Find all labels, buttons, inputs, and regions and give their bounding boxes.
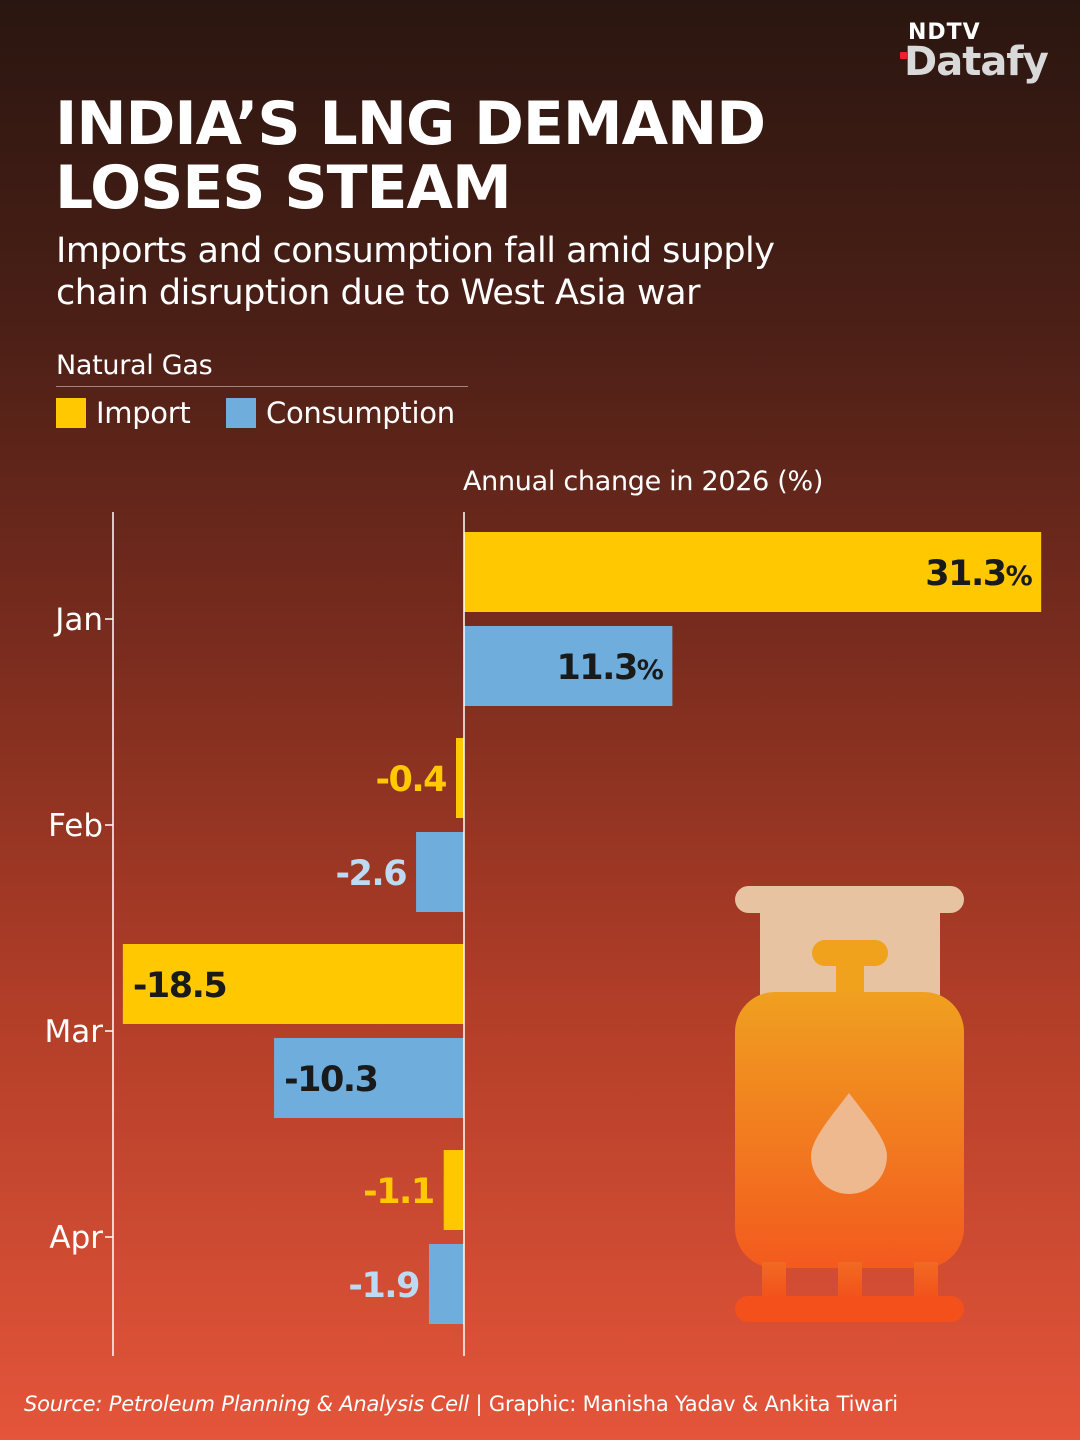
gas-cylinder-icon (735, 886, 964, 1322)
legend-item-consumption: Consumption (226, 396, 455, 430)
bar-import-apr (443, 1150, 464, 1230)
bar-import-jan (464, 532, 1042, 612)
value-label-consumption-jan: 11.3% (556, 648, 663, 688)
title-line-2: LOSES STEAM (55, 153, 512, 223)
legend-label-import: Import (96, 396, 191, 430)
value-label-import-feb: -0.4 (375, 760, 446, 800)
brand-datafy: Datafy (904, 39, 1049, 85)
bar-consumption-apr (428, 1244, 464, 1324)
bars-layer (122, 532, 1042, 1324)
labels-layer: 31.3% -0.4 -18.5 -1.1 11.3% -2.6 -10.3 -1.9 Jan F… (45, 554, 1035, 1306)
source-separator: | (469, 1392, 489, 1416)
legend-item-import: Import (56, 396, 191, 430)
value-label-import-apr: -1.1 (363, 1172, 434, 1212)
category-label-apr: Apr (49, 1220, 103, 1256)
value-label-consumption-feb: -2.6 (336, 854, 407, 894)
legend-swatch-consumption (226, 398, 256, 428)
category-label-feb: Feb (48, 808, 103, 844)
category-label-jan: Jan (53, 602, 103, 638)
source-text: Source: Petroleum Planning & Analysis Ce… (24, 1392, 470, 1416)
source-credit: Source: Petroleum Planning & Analysis Ce… (24, 1392, 1064, 1416)
value-label-import-mar: -18.5 (133, 966, 226, 1006)
bar-consumption-jan (464, 626, 673, 706)
bar-import-mar (122, 944, 465, 1024)
value-label-consumption-mar: -10.3 (284, 1060, 377, 1100)
graphic-credit: Graphic: Manisha Yadav & Ankita Tiwari (488, 1392, 898, 1416)
page-title: INDIA’S LNG DEMAND LOSES STEAM (55, 92, 955, 220)
bar-import-feb (456, 738, 464, 818)
brand-dot-icon (900, 52, 907, 59)
subtitle-line-2: chain disruption due to West Asia war (56, 273, 700, 313)
axis-title: Annual change in 2026 (%) (463, 466, 824, 497)
value-label-consumption-apr: -1.9 (348, 1266, 419, 1306)
axes-layer (105, 512, 465, 1356)
subtitle-line-1: Imports and consumption fall amid supply (56, 231, 775, 271)
bar-consumption-feb (416, 832, 464, 912)
legend-swatch-import (56, 398, 86, 428)
category-label-mar: Mar (45, 1014, 104, 1050)
legend-title: Natural Gas (56, 350, 213, 381)
legend-divider (56, 386, 468, 387)
page-subtitle: Imports and consumption fall amid supply… (56, 230, 956, 314)
bar-consumption-mar (274, 1038, 464, 1118)
brand-ndtv: NDTV (908, 20, 981, 45)
value-label-import-jan: 31.3% (925, 554, 1032, 594)
legend-label-consumption: Consumption (266, 396, 455, 430)
title-line-1: INDIA’S LNG DEMAND (55, 89, 766, 159)
